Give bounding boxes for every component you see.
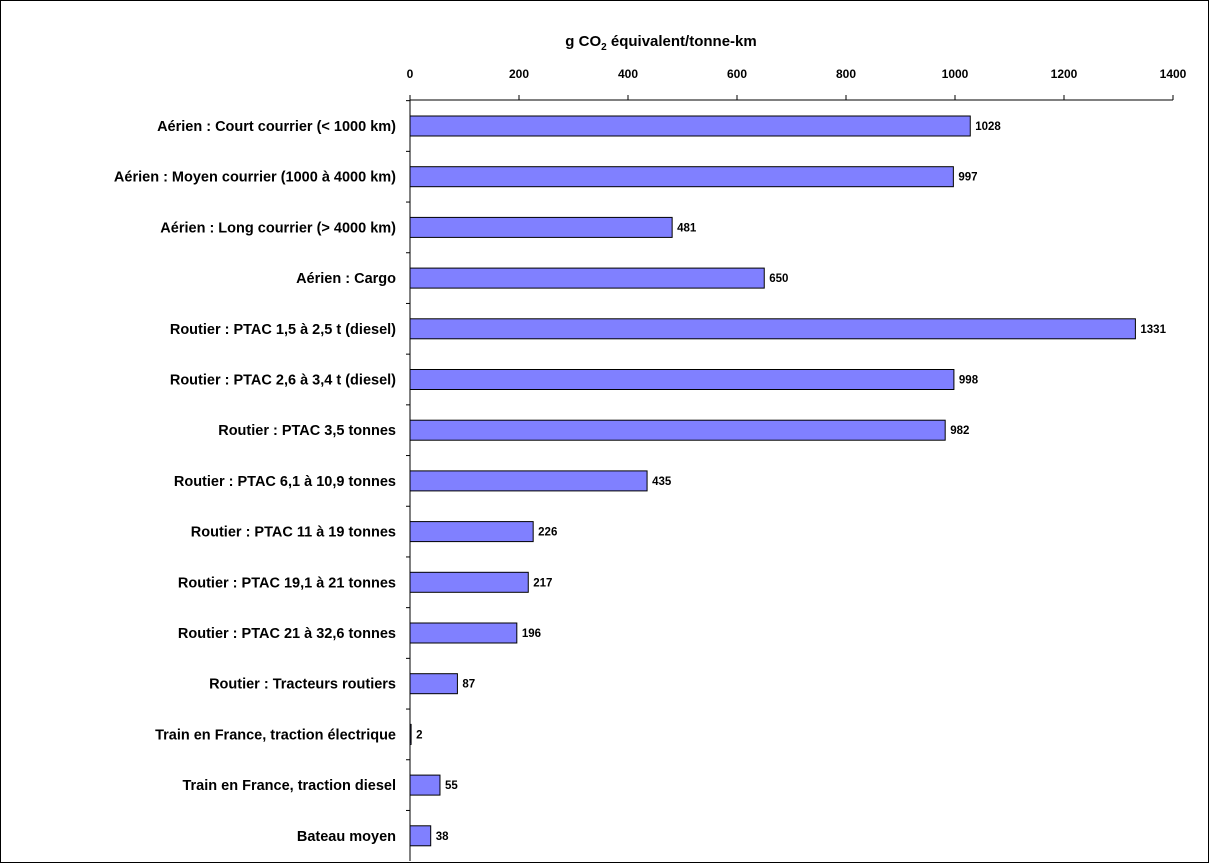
bar xyxy=(409,571,529,593)
category-label: Aérien : Moyen courrier (1000 à 4000 km) xyxy=(114,170,396,186)
bar xyxy=(409,318,1136,340)
bar xyxy=(409,166,954,188)
category-label: Aérien : Cargo xyxy=(296,271,396,287)
labels-group: Aérien : Court courrier (< 1000 km) 1028 A… xyxy=(114,119,1167,845)
bar xyxy=(409,774,441,796)
category-label: Bateau moyen xyxy=(297,829,396,845)
category-label: Routier : Tracteurs routiers xyxy=(209,677,396,693)
data-label: 226 xyxy=(538,527,557,539)
x-tick-label: 200 xyxy=(509,67,529,81)
bar xyxy=(409,622,518,644)
x-tick-label: 1400 xyxy=(1160,67,1187,81)
data-label: 481 xyxy=(677,222,697,234)
data-label: 997 xyxy=(958,172,977,184)
category-label: Aérien : Court courrier (< 1000 km) xyxy=(157,119,396,135)
data-label: 217 xyxy=(533,577,552,589)
data-label: 998 xyxy=(959,375,979,387)
chart-title: g CO2 équivalent/tonne-km xyxy=(565,33,756,53)
bar xyxy=(409,267,765,289)
data-label: 1028 xyxy=(975,121,1001,133)
data-label: 982 xyxy=(950,425,969,437)
data-label: 196 xyxy=(522,628,541,640)
bar xyxy=(409,369,955,390)
bar xyxy=(409,470,648,492)
x-tick-label: 1000 xyxy=(942,67,969,81)
bar xyxy=(409,521,534,543)
category-label: Routier : PTAC 21 à 32,6 tonnes xyxy=(178,626,396,642)
x-tick-label: 600 xyxy=(727,67,747,81)
data-label: 435 xyxy=(652,476,672,488)
bar xyxy=(409,673,458,695)
category-label: Routier : PTAC 3,5 tonnes xyxy=(218,423,396,439)
category-label: Routier : PTAC 6,1 à 10,9 tonnes xyxy=(174,474,396,490)
category-label: Train en France, traction électrique xyxy=(155,727,396,743)
x-tick-label: 800 xyxy=(836,67,856,81)
bar xyxy=(409,419,946,441)
bar xyxy=(409,825,432,847)
bar xyxy=(409,216,673,238)
data-label: 87 xyxy=(462,679,475,691)
data-label: 38 xyxy=(436,831,449,843)
category-label: Routier : PTAC 11 à 19 tonnes xyxy=(191,525,396,541)
category-label: Routier : PTAC 2,6 à 3,4 t (diesel) xyxy=(170,373,396,389)
data-label: 1331 xyxy=(1140,324,1166,336)
x-axis: 0 200 400 600 800 1000 1200 1400 xyxy=(406,67,1187,861)
x-tick-label: 0 xyxy=(407,67,414,81)
bar xyxy=(409,723,412,745)
x-tick-label: 400 xyxy=(618,67,638,81)
bars-group xyxy=(409,115,1136,847)
category-label: Routier : PTAC 19,1 à 21 tonnes xyxy=(178,575,396,591)
bar xyxy=(409,115,971,137)
x-tick-label: 1200 xyxy=(1051,67,1078,81)
data-label: 55 xyxy=(445,780,458,792)
data-label: 650 xyxy=(769,273,788,285)
category-label: Train en France, traction diesel xyxy=(182,778,396,794)
data-label: 2 xyxy=(416,729,422,741)
category-label: Aérien : Long courrier (> 4000 km) xyxy=(160,220,396,236)
category-label: Routier : PTAC 1,5 à 2,5 t (diesel) xyxy=(170,322,396,338)
